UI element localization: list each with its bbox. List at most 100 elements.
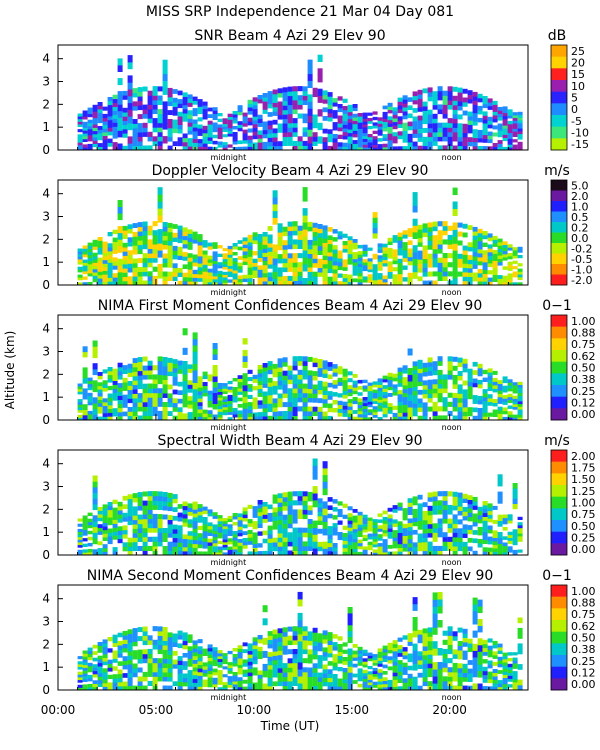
heatmap-cell — [512, 114, 518, 119]
heatmap-cell — [337, 265, 343, 271]
heatmap-cell — [422, 641, 428, 647]
heatmap-cell — [87, 512, 93, 517]
heatmap-cell — [182, 542, 188, 548]
heatmap-cell — [142, 653, 148, 659]
heatmap-cell — [377, 273, 383, 277]
heatmap-cell — [277, 550, 283, 556]
heatmap-cell — [307, 519, 313, 524]
heatmap-cell — [322, 508, 328, 516]
heatmap-cell — [422, 106, 428, 111]
heatmap-cell — [152, 536, 158, 542]
heatmap-cell — [327, 505, 333, 510]
heatmap-cell — [452, 379, 458, 385]
heatmap-cell — [512, 112, 518, 116]
heatmap-cell — [152, 383, 158, 389]
heatmap-cell — [347, 666, 353, 673]
heatmap-cell — [287, 509, 293, 515]
heatmap-cell — [322, 403, 328, 408]
heatmap-cell — [232, 267, 238, 271]
heatmap-cell — [192, 231, 198, 236]
heatmap-cell — [287, 505, 293, 511]
heatmap-cell — [152, 406, 158, 412]
heatmap-cell — [472, 231, 478, 236]
heatmap-cell — [427, 87, 433, 93]
heatmap-cell — [112, 106, 118, 111]
heatmap-cell — [262, 244, 268, 249]
heatmap-cell — [427, 109, 433, 115]
heatmap-cell — [167, 645, 173, 651]
heatmap-cell — [117, 415, 123, 421]
heatmap-cell — [362, 537, 368, 542]
heatmap-cell — [512, 488, 518, 494]
heatmap-cell — [287, 91, 293, 97]
heatmap-cell — [417, 524, 423, 530]
heatmap-cell — [232, 399, 238, 403]
heatmap-cell — [397, 371, 403, 376]
heatmap-cell — [187, 531, 193, 536]
heatmap-cell — [212, 125, 218, 130]
heatmap-cell — [112, 499, 118, 505]
heatmap-cell — [352, 528, 358, 533]
heatmap-cell — [327, 538, 333, 544]
heatmap-cell — [412, 403, 418, 408]
heatmap-cell — [82, 538, 88, 542]
heatmap-cell — [247, 529, 253, 534]
heatmap-cell — [77, 552, 83, 556]
heatmap-cell — [202, 672, 208, 677]
heatmap-cell — [467, 368, 473, 374]
heatmap-cell — [362, 658, 368, 662]
heatmap-cell — [247, 402, 253, 407]
heatmap-cell — [227, 122, 233, 126]
heatmap-cell — [117, 538, 123, 544]
heatmap-cell — [427, 640, 433, 646]
heatmap-cell — [197, 128, 203, 133]
heatmap-cell — [82, 526, 88, 531]
heatmap-cell — [162, 240, 168, 245]
heatmap-cell — [502, 281, 508, 286]
heatmap-cell — [347, 548, 353, 552]
heatmap-cell — [122, 234, 128, 239]
heatmap-cell — [122, 517, 128, 522]
heatmap-cell — [97, 385, 103, 390]
heatmap-cell — [232, 522, 238, 526]
heatmap-cell — [422, 676, 428, 682]
heatmap-cell — [112, 118, 118, 123]
heatmap-cell — [167, 519, 173, 525]
heatmap-cell — [162, 80, 168, 88]
heatmap-cell — [267, 681, 273, 687]
heatmap-cell — [462, 271, 468, 277]
heatmap-cell — [77, 684, 83, 688]
heatmap-cell — [182, 113, 188, 118]
heatmap-cell — [122, 230, 128, 235]
heatmap-cell — [402, 234, 408, 239]
heatmap-cell — [297, 640, 303, 649]
heatmap-cell — [427, 114, 433, 120]
heatmap-cell — [82, 248, 88, 252]
heatmap-cell — [257, 639, 263, 644]
heatmap-cell — [457, 141, 463, 147]
heatmap-cell — [167, 227, 173, 233]
heatmap-cell — [342, 131, 348, 136]
colorbar-swatch — [551, 385, 567, 397]
heatmap-cell — [87, 662, 93, 667]
heatmap-cell — [377, 657, 383, 661]
heatmap-cell — [277, 528, 283, 534]
heatmap-cell — [467, 259, 473, 265]
heatmap-cell — [452, 208, 458, 216]
heatmap-cell — [337, 501, 343, 506]
heatmap-cell — [107, 273, 113, 278]
heatmap-cell — [202, 530, 208, 535]
heatmap-cell — [442, 257, 448, 263]
heatmap-cell — [237, 278, 243, 283]
heatmap-cell — [247, 249, 253, 254]
heatmap-cell — [307, 631, 313, 637]
heatmap-cell — [397, 105, 403, 110]
heatmap-cell — [412, 542, 418, 548]
heatmap-cell — [102, 401, 108, 406]
heatmap-cell — [382, 523, 388, 527]
heatmap-cell — [287, 541, 293, 547]
heatmap-cell — [277, 659, 283, 664]
heatmap-cell — [207, 130, 213, 135]
heatmap-cell — [377, 393, 383, 397]
heatmap-cell — [77, 549, 83, 553]
